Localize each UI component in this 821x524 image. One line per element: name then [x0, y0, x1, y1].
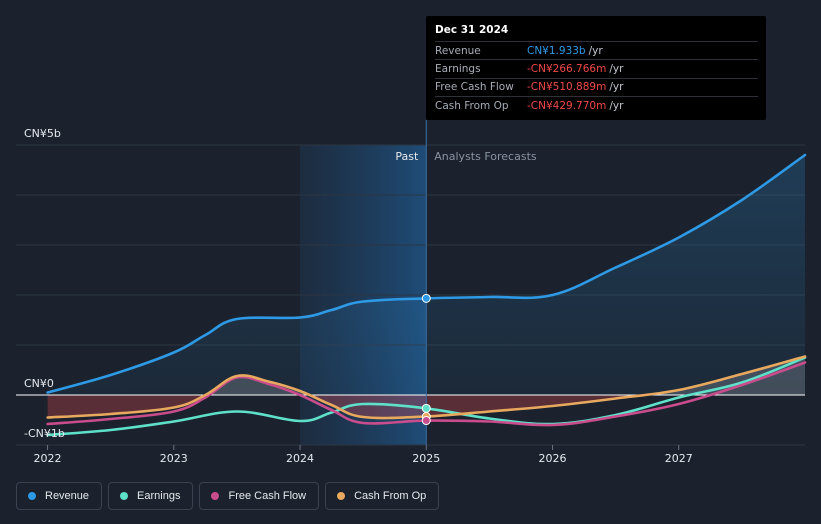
legend-label: Revenue [45, 490, 90, 502]
x-tick-label: 2023 [160, 452, 188, 465]
positive-cashflow-band [47, 356, 805, 395]
legend-label: Free Cash Flow [228, 490, 307, 502]
x-tick-label: 2022 [34, 452, 62, 465]
revenue-area [47, 155, 806, 395]
revenue-dot-icon [28, 492, 36, 500]
legend: Revenue Earnings Free Cash Flow Cash Fro… [16, 482, 440, 510]
tooltip-unit: /yr [588, 44, 603, 57]
y-axis-label-top: CN¥5b [24, 127, 61, 140]
earnings-dot-icon [120, 492, 129, 500]
tooltip-unit: /yr [609, 99, 624, 112]
x-tick-label: 2027 [665, 452, 693, 465]
tooltip-row-cash-from-op: Cash From Op -CN¥429.770m /yr [435, 95, 758, 114]
tooltip-date: Dec 31 2024 [435, 24, 509, 36]
legend-item-earnings[interactable]: Earnings [108, 482, 194, 510]
x-tick-label: 2024 [286, 452, 314, 465]
legend-label: Earnings [137, 490, 181, 502]
tooltip-value: -CN¥266.766m [527, 62, 607, 75]
series-line-earnings [46, 356, 807, 437]
tooltip-unit: /yr [609, 81, 624, 94]
tooltip-row-free-cash-flow: Free Cash Flow -CN¥510.889m /yr [435, 77, 758, 96]
free-cash-flow-dot-icon [211, 492, 220, 500]
series-line-free-cash-flow [46, 361, 807, 427]
tooltip-label: Free Cash Flow [435, 81, 514, 94]
cash-from-op-dot-icon [337, 492, 346, 500]
point-revenue [421, 293, 431, 303]
legend-item-revenue[interactable]: Revenue [16, 482, 103, 510]
tooltip-row-earnings: Earnings -CN¥266.766m /yr [435, 59, 758, 77]
series-line-cash-from-op [46, 355, 807, 420]
tooltip-label: Revenue [435, 44, 481, 57]
y-axis-label-bottom: -CN¥1b [24, 427, 65, 440]
tooltip: Dec 31 2024 Revenue CN¥1.933b /yr Earnin… [426, 16, 766, 120]
tooltip-label: Cash From Op [435, 99, 509, 112]
forecast-label: Analysts Forecasts [434, 150, 537, 163]
x-tick-label: 2026 [539, 452, 567, 465]
tooltip-value: -CN¥510.889m [527, 81, 607, 94]
point-earnings [421, 403, 431, 413]
series-line-revenue [46, 153, 807, 394]
legend-item-free-cash-flow[interactable]: Free Cash Flow [199, 482, 320, 510]
tooltip-unit: /yr [609, 62, 624, 75]
tooltip-label: Earnings [435, 62, 481, 75]
y-axis-label-zero: CN¥0 [24, 377, 54, 390]
past-label: Past [395, 150, 419, 163]
legend-item-cash-from-op[interactable]: Cash From Op [325, 482, 440, 510]
tooltip-value: -CN¥429.770m [527, 99, 607, 112]
tooltip-value: CN¥1.933b [527, 44, 586, 57]
point-free-cash-flow [421, 416, 431, 426]
chart: Past Analysts Forecasts CN¥5b CN¥0 -CN¥1… [16, 120, 807, 465]
legend-label: Cash From Op [354, 490, 427, 502]
x-tick-label: 2025 [412, 452, 440, 465]
gridlines [16, 144, 805, 446]
tooltip-row-revenue: Revenue CN¥1.933b /yr [435, 41, 758, 59]
